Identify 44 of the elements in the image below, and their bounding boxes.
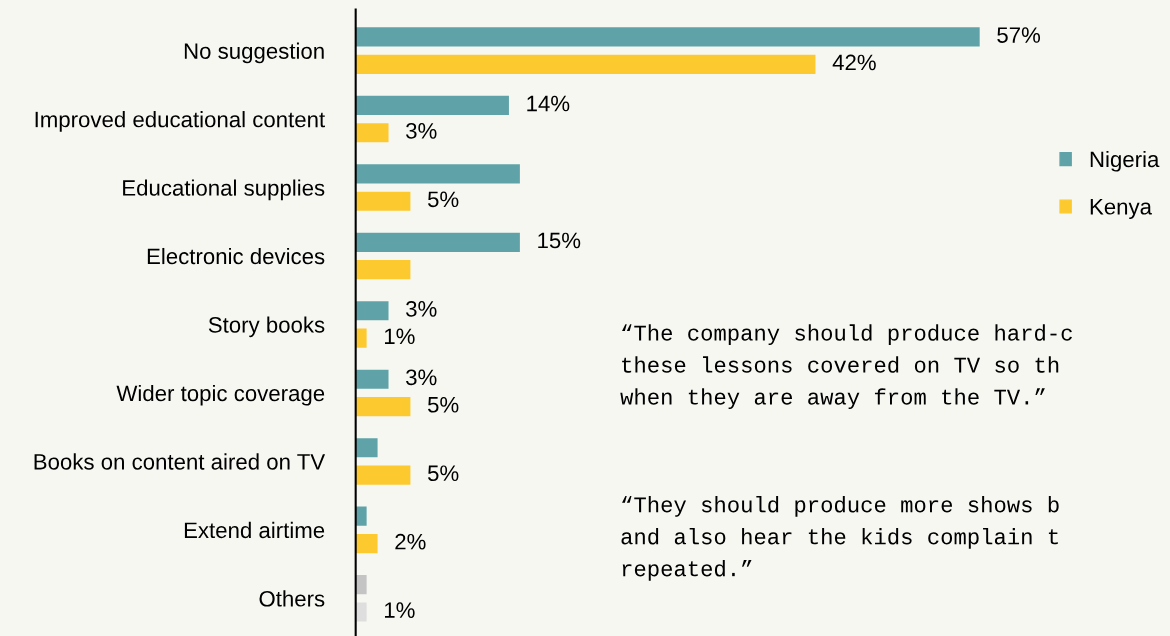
y-tick-label: Others: [259, 590, 325, 607]
bar: [355, 602, 367, 622]
data-label: 15%: [538, 232, 581, 249]
bar: [355, 301, 389, 321]
bar: [355, 533, 378, 554]
bar: [355, 232, 520, 252]
bar: [355, 164, 520, 184]
data-label: 2%: [395, 533, 426, 550]
y-tick-label: Improved educational content: [35, 111, 325, 132]
data-label: 5%: [427, 396, 459, 413]
data-label: 1%: [384, 602, 415, 618]
data-label: 57%: [997, 27, 1041, 43]
bar: [355, 54, 816, 74]
data-label: 14%: [527, 95, 570, 112]
bar: [355, 260, 411, 280]
y-tick-label: Extend airtime: [184, 521, 325, 539]
y-tick-label: Books on content aired on TV: [34, 453, 326, 470]
bar: [355, 369, 389, 389]
legend-label: Kenya: [1090, 199, 1152, 219]
data-label: 5%: [427, 191, 459, 208]
y-tick-label: No suggestion: [184, 42, 324, 64]
y-tick-label: Electronic devices: [147, 247, 325, 265]
data-label: 3%: [406, 301, 437, 317]
y-tick-label: Wider topic coverage: [116, 384, 325, 406]
bar: [355, 438, 378, 458]
bar: [355, 27, 980, 47]
data-label: 3%: [406, 123, 437, 139]
bar: [355, 465, 411, 485]
bar: [355, 506, 367, 526]
y-tick-label: Story books: [208, 316, 325, 338]
bar: [355, 397, 411, 417]
data-label: 42%: [832, 54, 876, 71]
data-label: 3%: [406, 369, 437, 386]
bar: [355, 95, 509, 115]
bar: [355, 575, 367, 595]
bar: [355, 328, 367, 348]
data-label: 1%: [384, 328, 415, 345]
bar: [355, 123, 389, 143]
annotation: “They should produce more shows b and also hear the kids complain t repeated.”: [621, 496, 1059, 581]
y-tick-label: Educational supplies: [123, 179, 325, 201]
annotation: “The company should produce hard-c these lessons covered on TV so th when they are away from the TV.”: [620, 324, 1072, 410]
data-label: 5%: [427, 465, 459, 482]
bar: [355, 191, 411, 211]
legend-label: Nigeria: [1090, 150, 1160, 172]
